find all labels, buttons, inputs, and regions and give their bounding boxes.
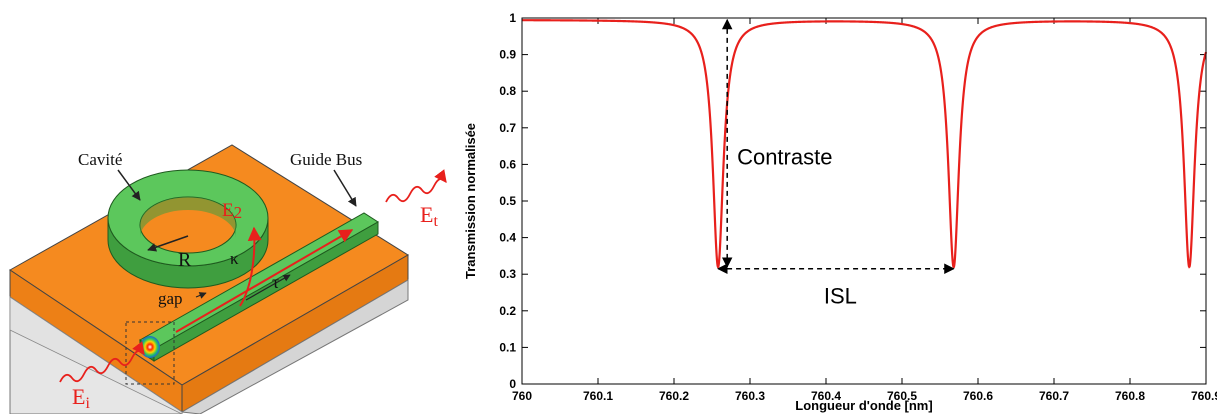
base-right-face xyxy=(180,279,409,414)
x-tick-label-2: 760.2 xyxy=(659,389,689,403)
x-tick-label-5: 760.5 xyxy=(887,389,917,403)
tick-labels: 760 760.1 760.2 760.3 760.4 760.5 760.6 760.7 76… xyxy=(499,11,1217,403)
input-facet-box xyxy=(125,321,175,385)
ring-inner-wall xyxy=(140,197,236,238)
y-tick-label-1: 0.1 xyxy=(499,340,516,354)
radius-label: R xyxy=(178,249,192,271)
input-wave xyxy=(59,341,145,383)
radius-arrow xyxy=(147,235,189,252)
x-tick-label-0: 760 xyxy=(512,389,532,403)
y-tick-label-7: 0.7 xyxy=(499,121,516,135)
y-tick-label-10: 1 xyxy=(509,11,516,25)
cavity-label: Cavité xyxy=(78,150,122,169)
contrast-label: Contraste xyxy=(737,144,832,169)
x-tick-label-6: 760.6 xyxy=(963,389,993,403)
transmission-curve xyxy=(522,19,1208,269)
coupled-field-arrow xyxy=(239,226,262,307)
bus-pointer xyxy=(333,169,357,207)
cavity-pointer xyxy=(117,169,141,201)
et-label: Et xyxy=(420,202,438,230)
tau-arrow xyxy=(245,274,291,301)
y-tick-label-4: 0.4 xyxy=(499,231,516,245)
base-left-face-lower xyxy=(9,296,183,414)
plot-area xyxy=(521,17,1207,385)
ring-cavity xyxy=(107,169,269,289)
kappa-label: κ xyxy=(230,249,239,268)
output-wave xyxy=(385,169,447,203)
fsr-label: ISL xyxy=(824,283,857,308)
y-tick-label-3: 0.3 xyxy=(499,267,516,281)
axis-ticks xyxy=(521,17,1207,385)
x-tick-label-9: 760.9 xyxy=(1191,389,1217,403)
ei-label: Ei xyxy=(72,384,90,412)
gap-pointer xyxy=(195,292,207,299)
optical-mode-profile xyxy=(140,336,160,358)
transmission-chart: 760 760.1 760.2 760.3 760.4 760.5 760.6 760.7 76… xyxy=(463,11,1217,413)
y-tick-label-0: 0 xyxy=(509,377,516,391)
x-tick-label-7: 760.7 xyxy=(1039,389,1069,403)
e2-label: E2 xyxy=(222,200,242,222)
y-tick-label-5: 0.5 xyxy=(499,194,516,208)
bus-label: Guide Bus xyxy=(290,150,362,169)
x-tick-label-3: 760.3 xyxy=(735,389,765,403)
y-axis-label: Transmission normalisée xyxy=(463,123,478,279)
gap-label: gap xyxy=(158,289,183,308)
y-tick-label-2: 0.2 xyxy=(499,304,516,318)
y-tick-label-8: 0.8 xyxy=(499,84,516,98)
x-tick-label-4: 760.4 xyxy=(811,389,841,403)
y-tick-label-6: 0.6 xyxy=(499,157,516,171)
x-tick-label-1: 760.1 xyxy=(583,389,613,403)
x-tick-label-8: 760.8 xyxy=(1115,389,1145,403)
transmitted-field-arrow xyxy=(175,229,354,333)
y-tick-label-9: 0.9 xyxy=(499,48,516,62)
x-axis-label: Longueur d'onde [nm] xyxy=(795,398,932,413)
ring-resonator-diagram: Cavité Guide Bus R gap κ τ E2 Et Ei xyxy=(9,144,447,414)
tau-label: τ xyxy=(272,272,279,292)
